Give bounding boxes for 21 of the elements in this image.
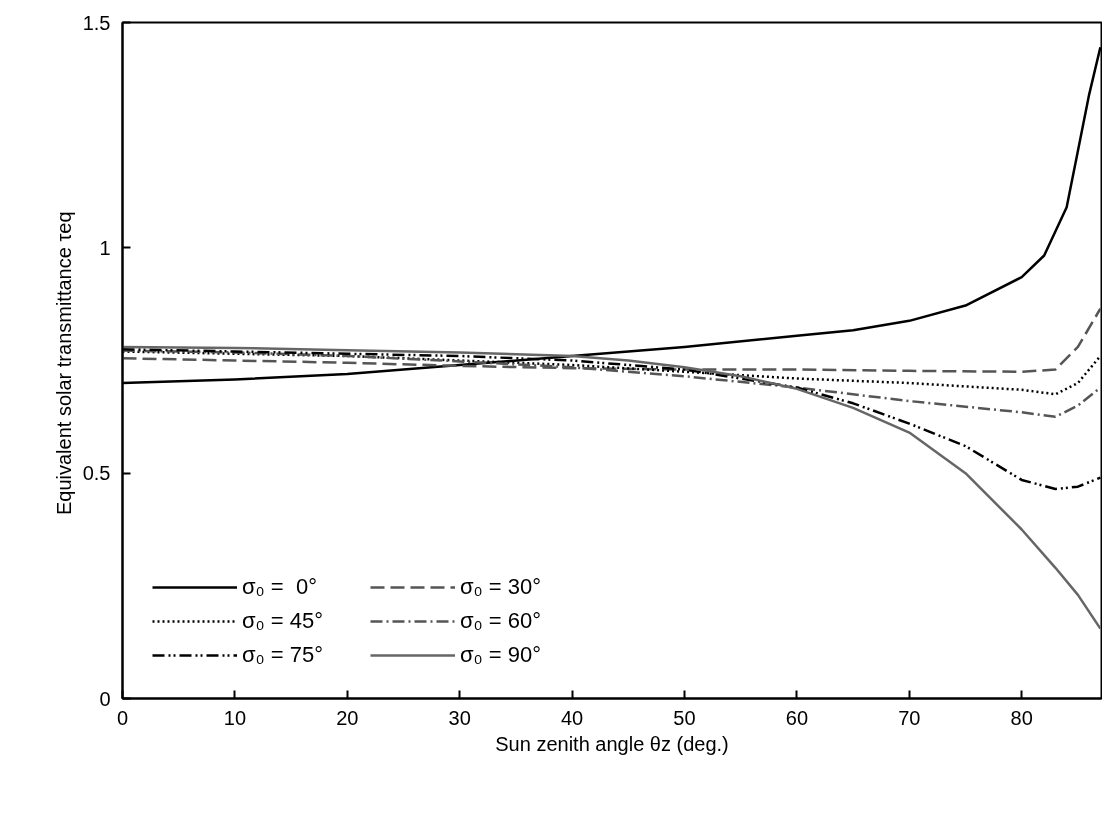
x-tick-label: 20 — [336, 706, 359, 729]
legend-label: σ₀ = 75° — [242, 642, 325, 668]
x-tick-label: 0 — [116, 706, 129, 729]
y-tick-label: 1 — [99, 236, 111, 259]
y-tick-label: 1.5 — [82, 11, 111, 34]
y-tick-label: 0 — [99, 687, 111, 710]
x-tick-label: 10 — [223, 706, 247, 729]
legend-label: σ₀ = 30° — [460, 574, 543, 600]
y-axis-title: Equivalent solar transmittance τeq — [52, 211, 75, 516]
y-tick-label: 0.5 — [82, 462, 111, 485]
x-tick-label: 40 — [560, 706, 584, 729]
x-tick-label: 50 — [673, 706, 696, 729]
legend-label: σ₀ = 60° — [460, 608, 543, 634]
x-tick-label: 80 — [1010, 706, 1033, 729]
legend-label: σ₀ = 90° — [460, 642, 543, 668]
legend-label: σ₀ = 45° — [242, 608, 325, 634]
legend-label: σ₀ = 0° — [242, 574, 318, 600]
x-axis-title: Sun zenith angle θz (deg.) — [495, 732, 729, 755]
x-tick-label: 70 — [898, 706, 921, 729]
x-tick-label: 60 — [785, 706, 809, 729]
x-tick-label: 30 — [448, 706, 471, 729]
